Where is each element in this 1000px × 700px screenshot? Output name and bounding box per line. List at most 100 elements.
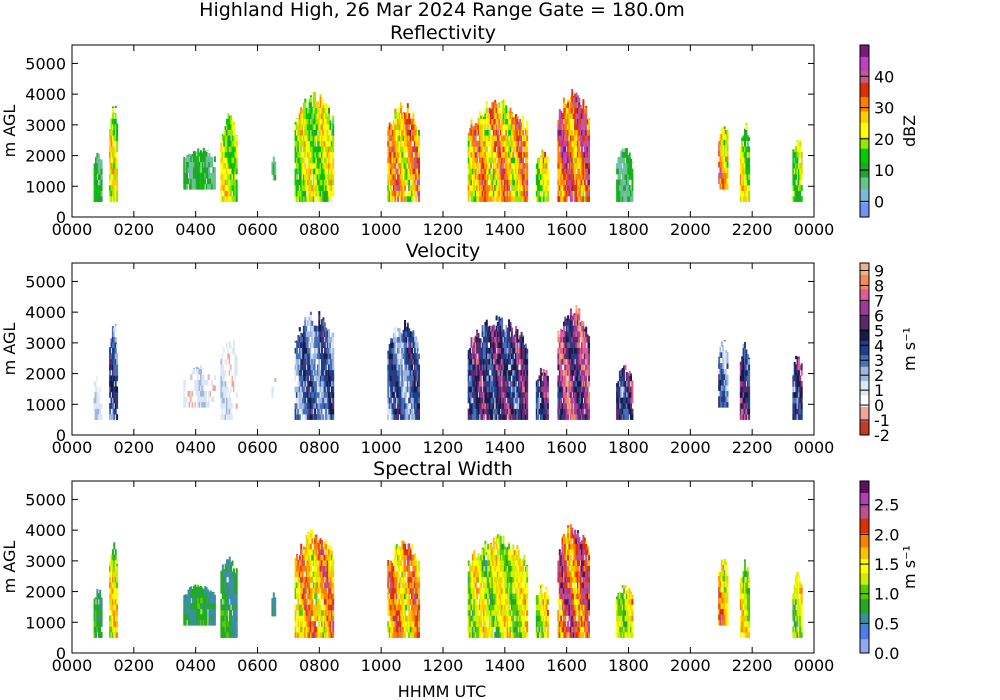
data-cell <box>542 179 545 186</box>
data-cell <box>508 196 511 202</box>
data-cell <box>616 163 619 169</box>
data-cell <box>418 190 420 197</box>
data-cell <box>321 107 323 114</box>
data-cell <box>476 380 479 387</box>
data-cell <box>503 380 506 387</box>
data-cell <box>388 364 391 371</box>
data-cell <box>567 408 570 415</box>
data-cell <box>745 124 748 130</box>
data-cell <box>200 374 202 380</box>
data-cell <box>557 196 560 202</box>
data-cell <box>575 174 578 180</box>
data-cell <box>484 375 487 382</box>
data-cell <box>561 369 564 376</box>
data-cell <box>535 168 538 175</box>
data-cell <box>413 341 416 343</box>
data-cell <box>503 107 506 114</box>
data-cell <box>315 185 318 191</box>
data-cell <box>513 196 516 202</box>
data-cell <box>322 342 325 348</box>
data-cell <box>302 140 305 147</box>
data-cell <box>116 179 119 186</box>
data-cell <box>746 190 749 197</box>
data-cell <box>483 140 485 147</box>
data-cell <box>300 185 303 191</box>
data-cell <box>418 151 420 158</box>
data-cell <box>204 390 207 397</box>
data-cell <box>739 190 742 197</box>
data-cell <box>483 408 485 415</box>
data-cell <box>509 168 512 175</box>
data-cell <box>309 386 312 393</box>
data-cell <box>308 162 311 169</box>
data-cell <box>526 157 529 164</box>
data-cell <box>571 190 574 197</box>
data-cell <box>483 364 485 371</box>
data-cell <box>193 401 195 408</box>
data-cell <box>519 124 522 130</box>
data-cell <box>213 167 216 173</box>
data-cell <box>409 358 412 365</box>
data-cell <box>478 151 481 158</box>
data-cell <box>223 353 226 360</box>
data-cell <box>391 408 394 415</box>
data-cell <box>506 364 509 371</box>
data-cell <box>501 179 504 186</box>
data-cell <box>526 124 529 130</box>
data-cell <box>505 386 508 393</box>
data-cell <box>235 408 238 415</box>
data-cell <box>544 380 547 387</box>
data-cell <box>392 174 395 180</box>
data-cell <box>539 168 542 175</box>
data-cell <box>319 102 322 108</box>
colorbar-segment <box>860 76 869 80</box>
data-cell <box>302 151 305 158</box>
data-cell <box>391 369 394 376</box>
data-cell <box>401 129 404 136</box>
data-cell <box>739 157 742 164</box>
data-cell <box>557 380 560 387</box>
data-cell <box>506 408 509 415</box>
data-cell <box>194 156 197 162</box>
data-cell <box>496 185 499 191</box>
data-cell <box>416 151 419 158</box>
data-cell <box>232 151 235 158</box>
data-cell <box>200 365 202 369</box>
data-cell <box>499 331 502 337</box>
data-cell <box>312 185 315 191</box>
data-cell <box>411 331 413 337</box>
data-cell <box>232 157 235 164</box>
data-cell <box>301 392 304 398</box>
data-cell <box>388 151 391 158</box>
data-cell <box>557 331 560 332</box>
data-cell <box>538 196 541 202</box>
data-cell <box>394 108 397 114</box>
data-cell <box>542 380 545 387</box>
data-cell <box>408 151 411 158</box>
data-cell <box>227 414 230 420</box>
data-cell <box>483 353 485 360</box>
data-cell <box>476 190 479 197</box>
data-cell <box>563 146 565 153</box>
data-cell <box>314 408 317 415</box>
data-cell <box>630 162 632 169</box>
data-cell <box>467 369 470 376</box>
data-cell <box>571 162 574 169</box>
data-cell <box>490 157 492 164</box>
data-cell <box>113 386 116 393</box>
data-cell <box>329 135 332 142</box>
data-cell <box>741 185 744 191</box>
data-cell <box>307 129 310 136</box>
data-cell <box>508 151 511 158</box>
data-cell <box>394 380 397 387</box>
data-cell <box>197 396 200 403</box>
data-cell <box>477 347 480 354</box>
data-cell <box>515 326 517 332</box>
data-cell <box>272 374 275 377</box>
data-cell <box>302 369 305 376</box>
data-cell <box>571 135 574 142</box>
data-cell <box>481 185 484 191</box>
data-cell <box>470 146 473 153</box>
data-cell <box>311 135 314 142</box>
data-cell <box>474 375 477 382</box>
